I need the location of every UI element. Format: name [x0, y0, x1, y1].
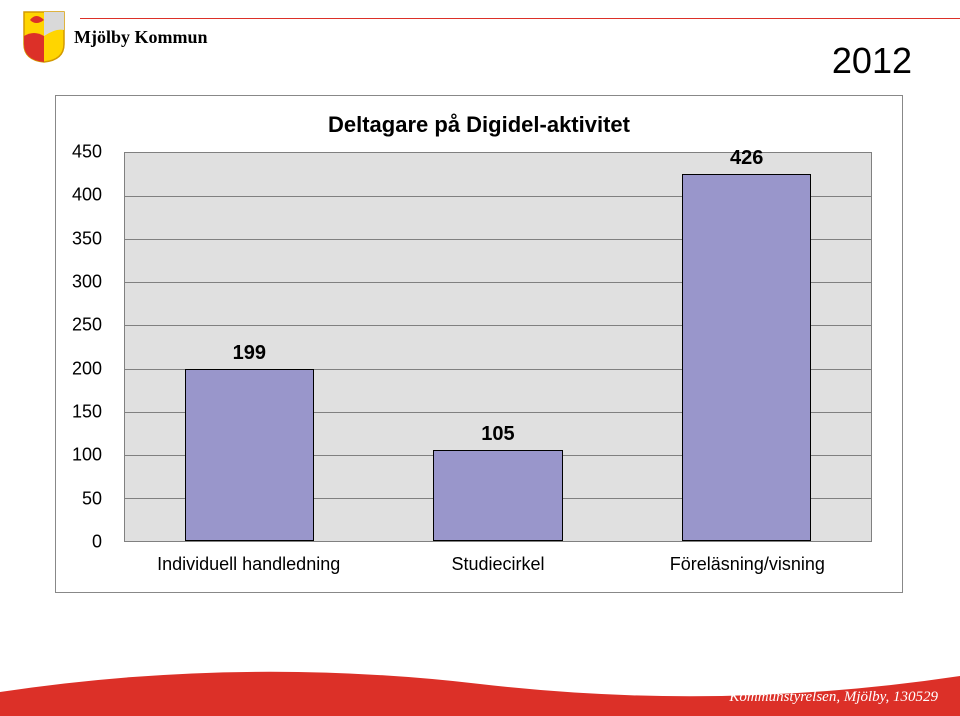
bar: [185, 369, 314, 541]
footer-text: Kommunstyrelsen, Mjölby, 130529: [729, 689, 938, 706]
y-tick-label: 250: [56, 315, 102, 336]
y-tick-label: 0: [56, 532, 102, 553]
y-tick-label: 50: [56, 488, 102, 509]
bar-value-label: 426: [622, 147, 871, 170]
year-label: 2012: [832, 40, 912, 82]
y-tick-label: 300: [56, 271, 102, 292]
bar-value-label: 199: [125, 342, 374, 365]
bar: [682, 174, 811, 541]
y-tick-label: 400: [56, 185, 102, 206]
header: Mjölby Kommun: [22, 10, 208, 64]
plot-area: 199105426: [124, 152, 872, 542]
bar: [433, 450, 562, 541]
category-label: Föreläsning/visning: [670, 554, 825, 575]
x-axis: Individuell handledning Studiecirkel Förel…: [124, 550, 872, 580]
y-tick-label: 450: [56, 142, 102, 163]
chart-container: Deltagare på Digidel-aktivitet 0 50 100 150…: [55, 95, 903, 593]
y-axis: 050100150200250300350400450: [56, 152, 112, 542]
y-tick-label: 200: [56, 358, 102, 379]
chart-title: Deltagare på Digidel-aktivitet: [56, 112, 902, 138]
plot-background: 199105426: [124, 152, 872, 542]
header-divider: [80, 18, 960, 19]
bar-value-label: 105: [374, 423, 623, 446]
y-tick-label: 100: [56, 445, 102, 466]
category-label: Studiecirkel: [451, 554, 544, 575]
y-tick-label: 350: [56, 228, 102, 249]
logo-shield-icon: [22, 10, 66, 64]
brand-text: Mjölby Kommun: [74, 27, 208, 48]
category-label: Individuell handledning: [157, 554, 340, 575]
y-tick-label: 150: [56, 401, 102, 422]
